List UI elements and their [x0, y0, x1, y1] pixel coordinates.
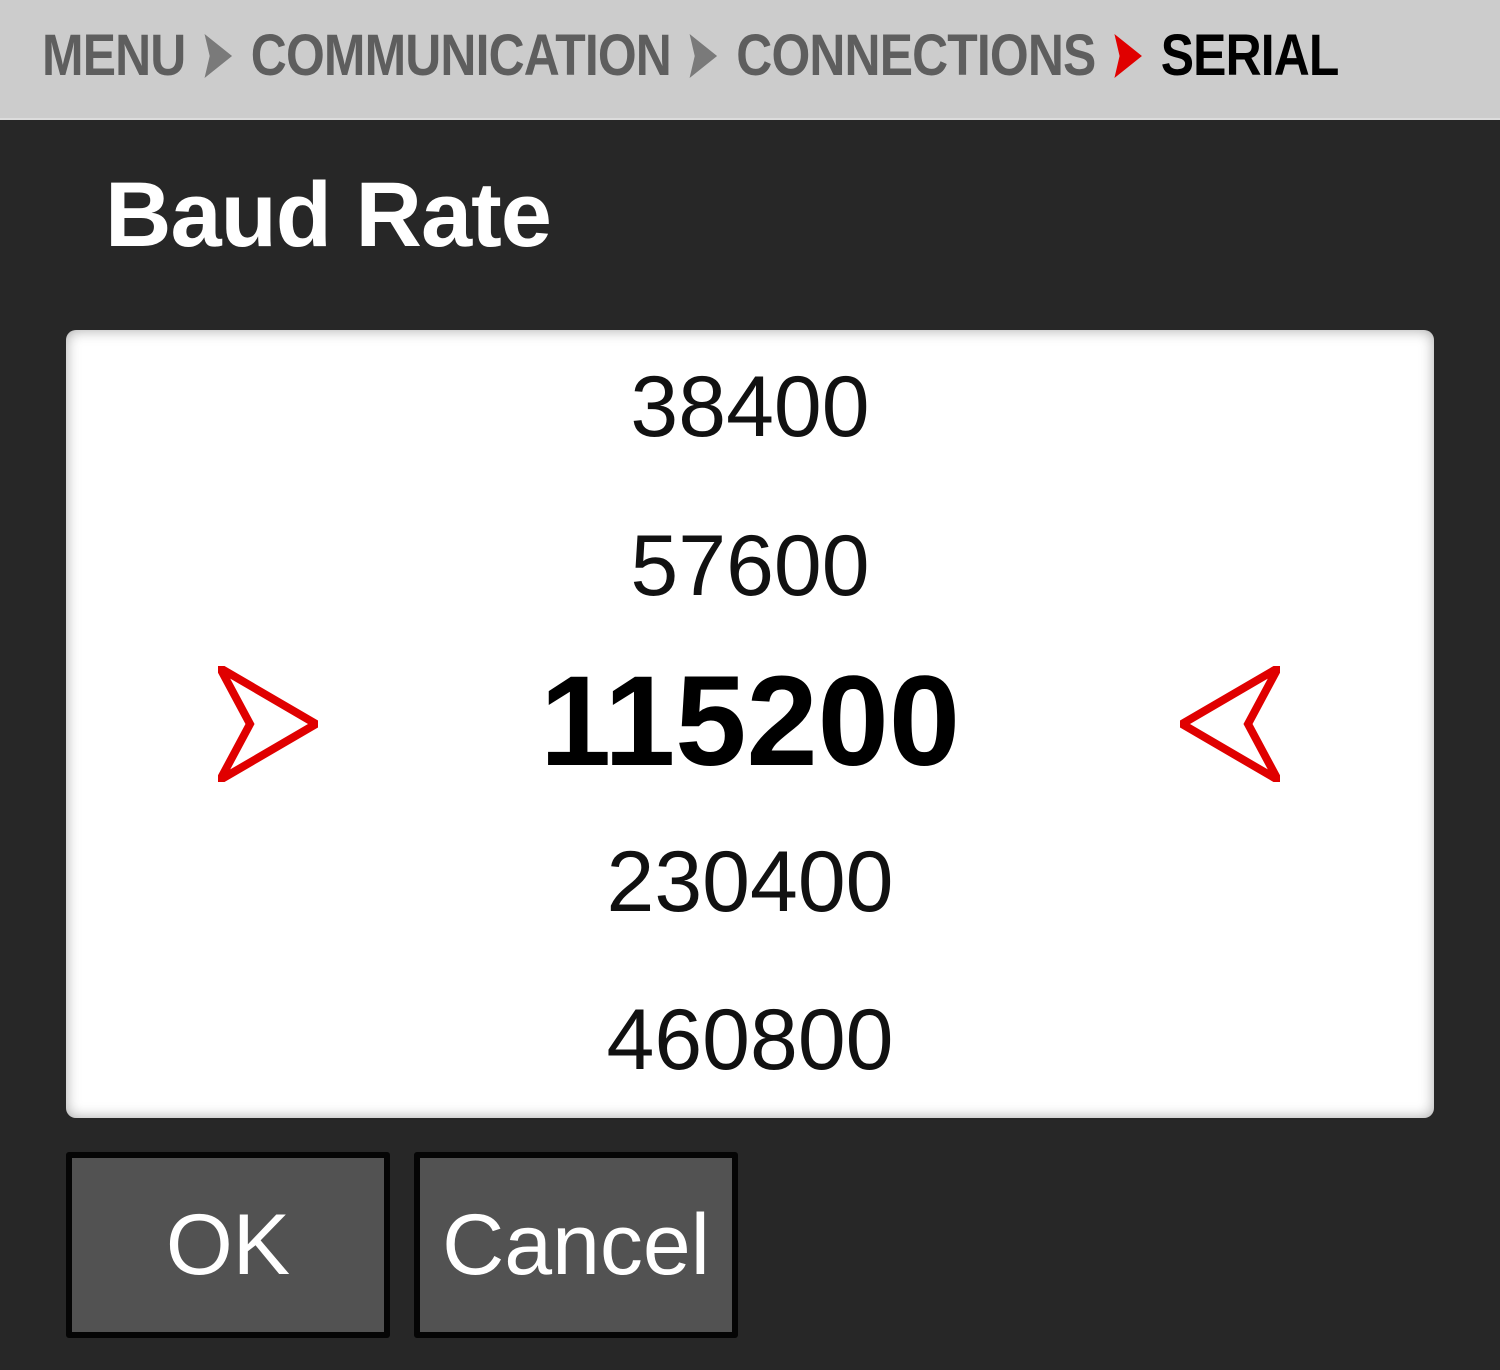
dialog-title: Baud Rate — [105, 164, 552, 266]
breadcrumb-bar: MENU COMMUNICATION CONNECTIONS SERIAL — [0, 0, 1500, 120]
breadcrumb-communication[interactable]: COMMUNICATION — [250, 23, 672, 88]
chevron-right-icon — [689, 34, 718, 78]
ok-button[interactable]: OK — [66, 1152, 390, 1338]
option-38400[interactable]: 38400 — [630, 359, 870, 455]
selector-arrow-left-icon — [1180, 666, 1280, 782]
chevron-right-icon — [1114, 34, 1142, 78]
selected-option[interactable]: 115200 — [539, 650, 961, 793]
breadcrumb-connections[interactable]: CONNECTIONS — [736, 23, 1096, 88]
option-230400[interactable]: 230400 — [606, 834, 894, 930]
breadcrumb-serial: SERIAL — [1160, 23, 1340, 88]
chevron-right-icon — [204, 34, 232, 78]
cancel-button[interactable]: Cancel — [414, 1152, 738, 1338]
breadcrumb-menu[interactable]: MENU — [42, 23, 186, 88]
breadcrumb: MENU COMMUNICATION CONNECTIONS SERIAL — [42, 26, 1339, 86]
option-57600[interactable]: 57600 — [630, 518, 870, 614]
baud-rate-picker[interactable]: 38400 57600 115200 230400 460800 — [66, 330, 1434, 1118]
option-460800[interactable]: 460800 — [606, 992, 894, 1088]
selector-arrow-right-icon — [218, 666, 318, 782]
